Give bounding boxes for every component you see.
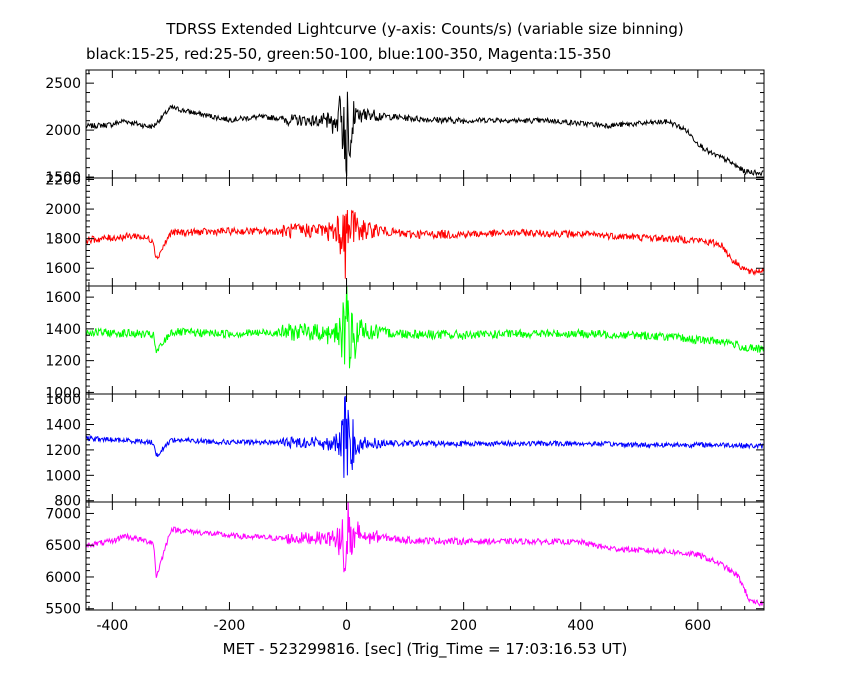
chart-title: TDRSS Extended Lightcurve (y-axis: Count… bbox=[166, 20, 684, 38]
y-tick-label: 1800 bbox=[45, 232, 81, 248]
x-tick-label: 0 bbox=[342, 618, 351, 634]
y-tick-label: 2200 bbox=[45, 172, 81, 188]
panel-25-50: 1600 1800 2000 2200 bbox=[45, 172, 765, 287]
x-tick-label: -400 bbox=[96, 618, 128, 634]
y-tick-label: 1400 bbox=[45, 322, 81, 338]
series-line-100-350 bbox=[86, 395, 764, 478]
y-tick-label: 7000 bbox=[45, 506, 81, 522]
x-tick-label: 600 bbox=[684, 618, 711, 634]
panel-frame bbox=[85, 285, 765, 395]
x-tick-label: 200 bbox=[450, 618, 477, 634]
y-tick-label: 1200 bbox=[45, 443, 81, 459]
y-tick-label: 1000 bbox=[45, 385, 81, 401]
y-tick-label: 1400 bbox=[45, 417, 81, 433]
y-tick-label: 6500 bbox=[45, 538, 81, 554]
y-tick-label: 1600 bbox=[45, 290, 81, 306]
y-tick-label: 1600 bbox=[45, 392, 81, 408]
panel-50-100: 1000 1200 1400 1600 bbox=[45, 285, 765, 401]
y-tick-label: 2000 bbox=[45, 202, 81, 218]
y-tick-label: 1600 bbox=[45, 261, 81, 277]
series-line-15-350 bbox=[86, 502, 764, 607]
y-tick-label: 2500 bbox=[45, 76, 81, 92]
chart-subtitle: black:15-25, red:25-50, green:50-100, bl… bbox=[86, 45, 612, 63]
series-line-25-50 bbox=[86, 209, 764, 279]
y-tick-label: 2000 bbox=[45, 123, 81, 139]
x-axis-label: MET - 523299816. [sec] (Trig_Time = 17:0… bbox=[222, 640, 628, 658]
y-tick-label: 1200 bbox=[45, 354, 81, 370]
panel-frame bbox=[85, 393, 765, 503]
series-line-15-25 bbox=[86, 91, 764, 177]
panel-100-350: 800 1000 1200 1400 1600 bbox=[45, 392, 765, 510]
y-tick-label: 800 bbox=[54, 494, 81, 510]
y-tick-label: 1000 bbox=[45, 468, 81, 484]
panel-15-25: 1500 2000 2500 bbox=[45, 69, 765, 186]
y-tick-label: 6000 bbox=[45, 570, 81, 586]
y-tick-label: 5500 bbox=[45, 602, 81, 618]
panel-15-350: 5500 6000 6500 7000 bbox=[45, 501, 765, 618]
x-tick-label: -200 bbox=[214, 618, 246, 634]
y-tick-label: 1500 bbox=[45, 170, 81, 186]
series-line-50-100 bbox=[86, 286, 764, 369]
panel-frame bbox=[85, 501, 765, 611]
x-tick-label: 400 bbox=[567, 618, 594, 634]
